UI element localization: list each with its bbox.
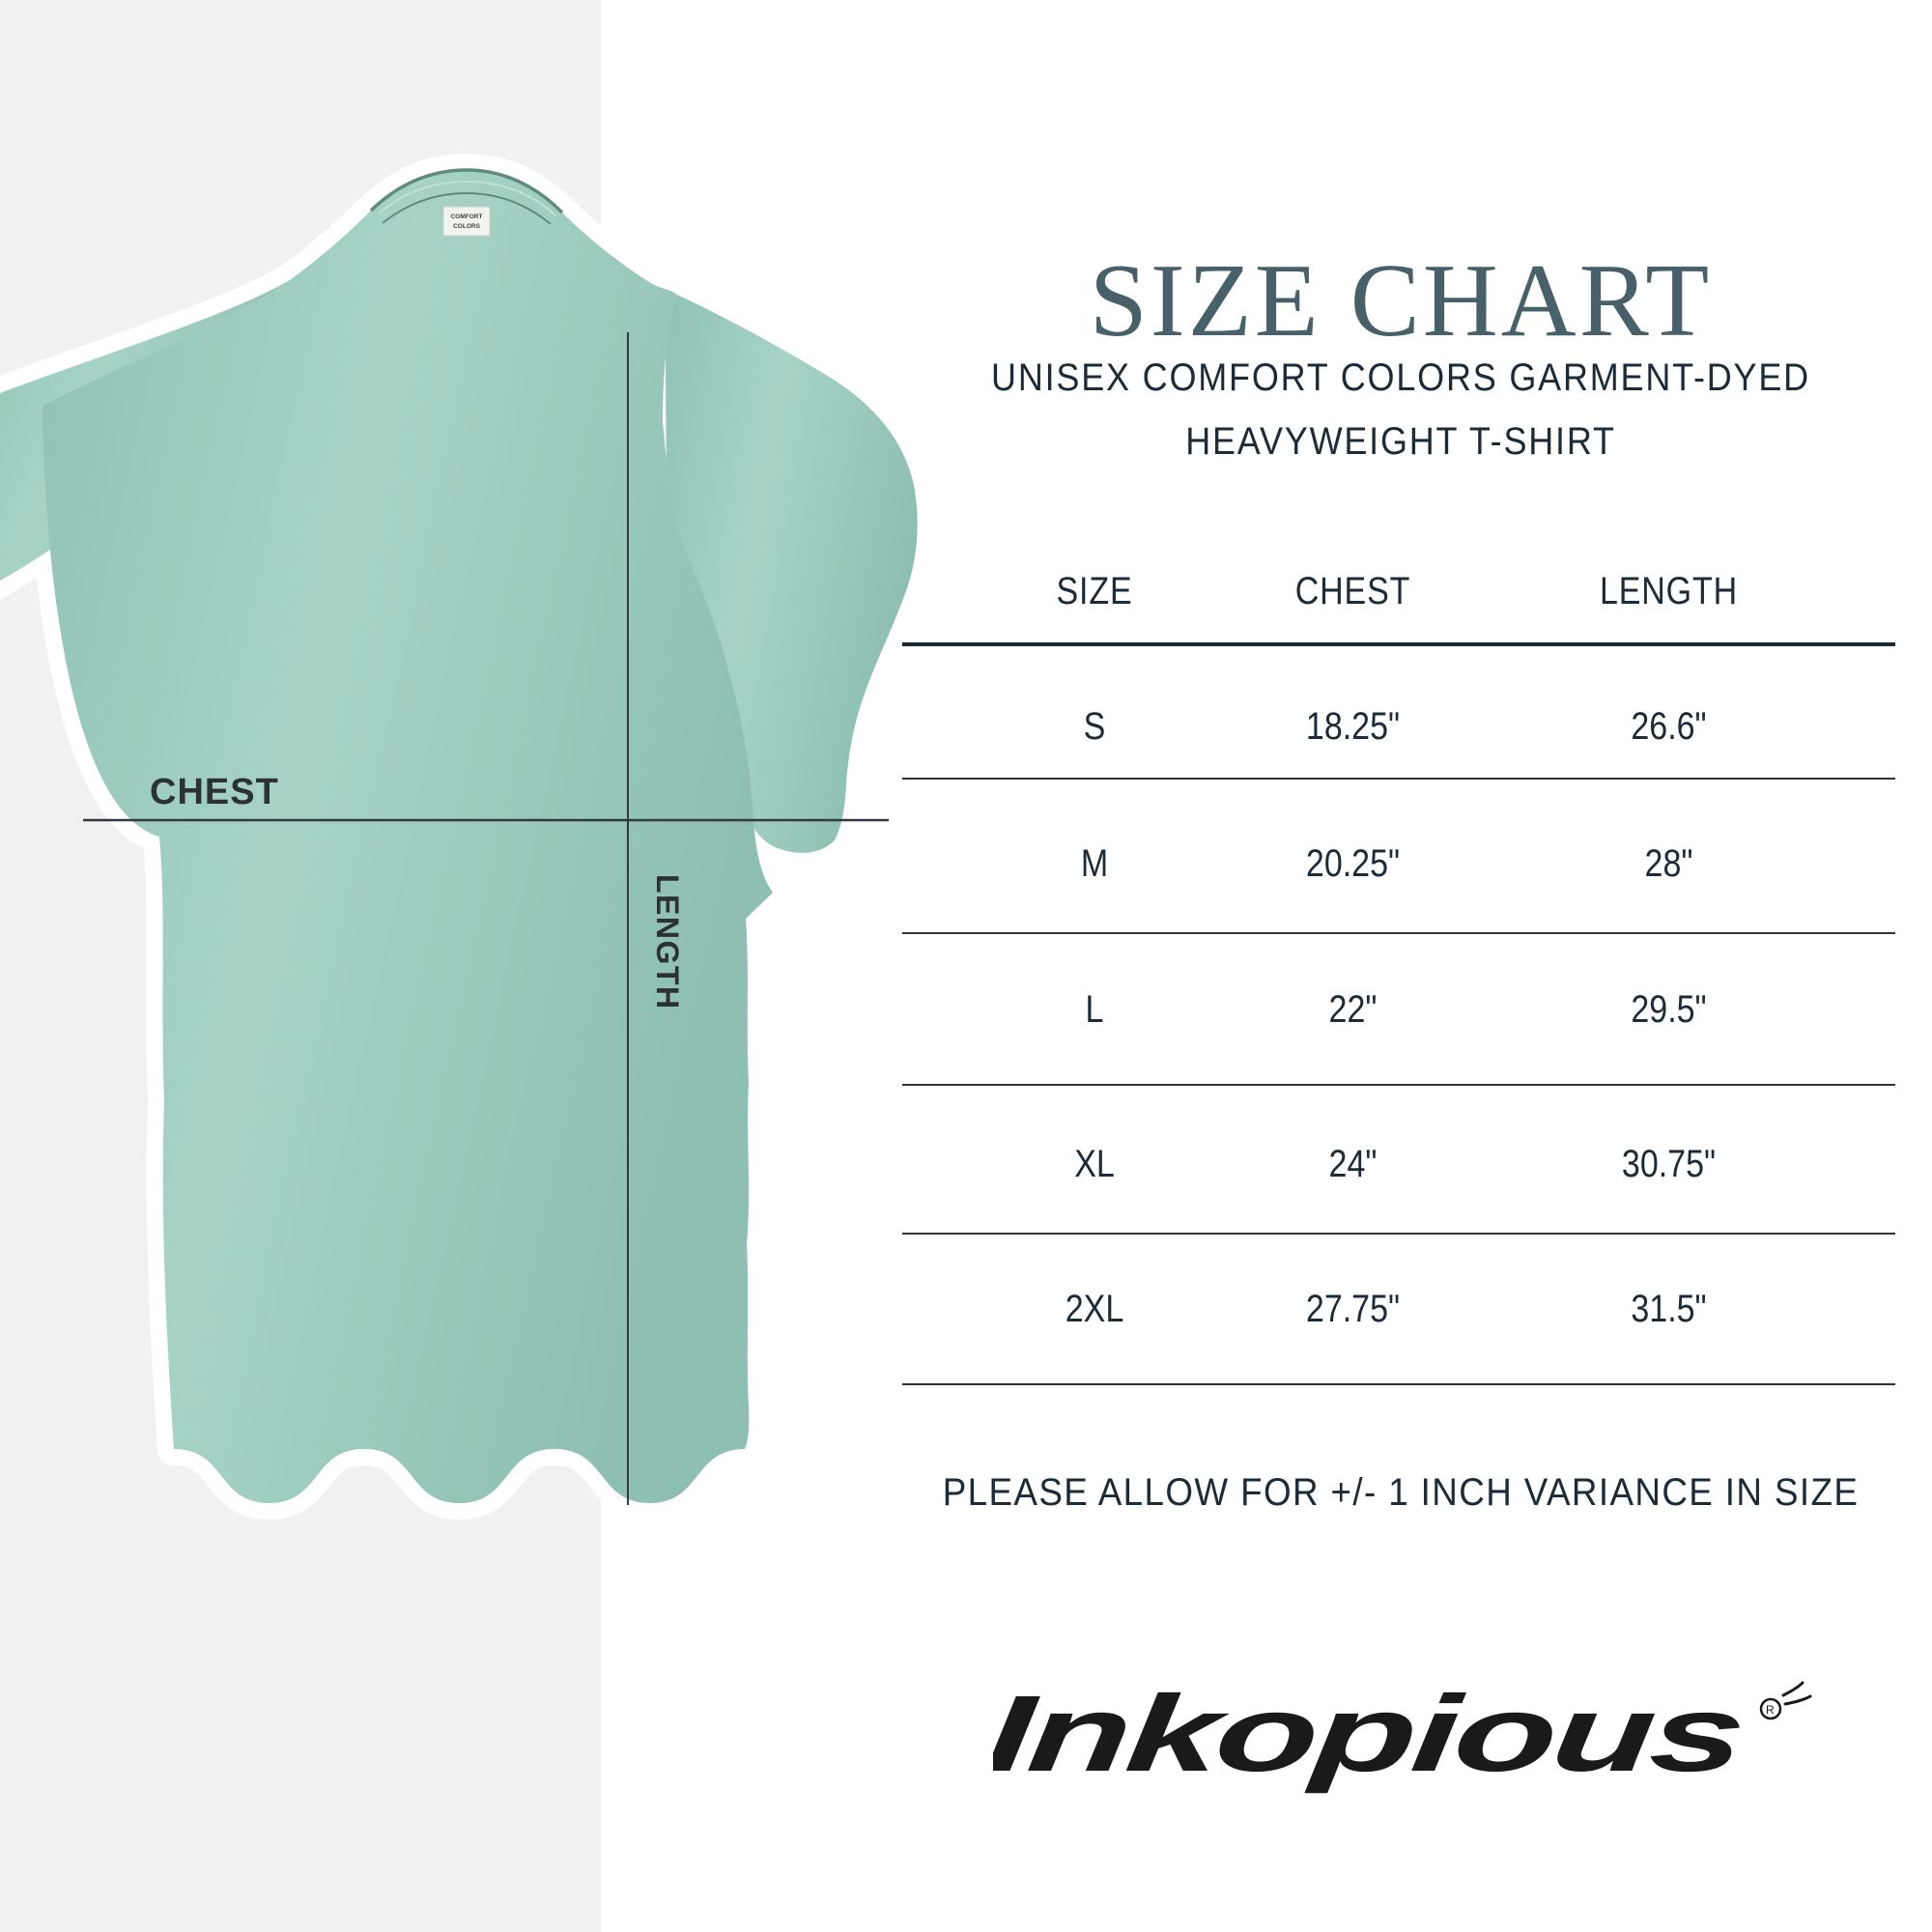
svg-text:R: R — [1766, 1703, 1775, 1717]
svg-text:Inkopious: Inkopious — [993, 1672, 1747, 1794]
